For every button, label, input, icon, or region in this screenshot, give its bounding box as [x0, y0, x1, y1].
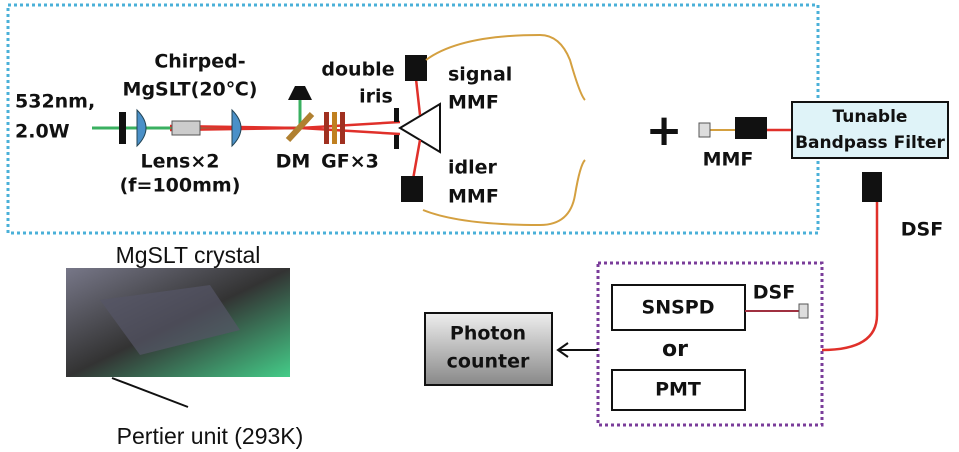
label: idler [448, 157, 498, 179]
crystal [172, 121, 200, 135]
filter [340, 112, 345, 144]
label: MMF [703, 149, 754, 171]
label: or [662, 337, 688, 362]
beam-dump [288, 86, 312, 100]
label: counter [447, 351, 530, 373]
plus: + [646, 105, 683, 156]
aperture [119, 112, 126, 144]
label: PMT [655, 379, 701, 401]
label: Tunable [833, 107, 908, 127]
filter [332, 112, 337, 144]
caption: Pertier unit (293K) [117, 423, 304, 449]
pointer [112, 378, 188, 407]
caption: MgSLT crystal [116, 242, 261, 268]
filter [324, 112, 329, 144]
label: Bandpass Filter [795, 133, 945, 153]
fiber-coupler [405, 55, 427, 81]
label: (f=100mm) [120, 175, 241, 197]
label: GF×3 [321, 151, 379, 173]
label: signal [448, 64, 512, 86]
iris [394, 108, 399, 122]
label: iris [359, 86, 393, 108]
fiber-coupler [735, 117, 767, 139]
label: MMF [448, 92, 499, 114]
fiber [822, 202, 877, 350]
label: DSF [901, 219, 943, 241]
label: Lens×2 [141, 151, 220, 173]
label: 532nm, [15, 91, 95, 113]
iris [394, 135, 399, 149]
connector [799, 304, 808, 318]
label: 2.0W [15, 121, 70, 143]
label: DSF [753, 282, 795, 304]
lens [232, 110, 241, 146]
label: double [321, 59, 394, 81]
fiber-coupler [862, 172, 882, 202]
label: MMF [448, 186, 499, 208]
connector [699, 123, 710, 137]
label: Photon [450, 323, 526, 345]
lens [137, 110, 146, 146]
label: MgSLT(20℃) [123, 79, 258, 101]
label: DM [276, 151, 311, 173]
label: Chirped- [154, 51, 245, 73]
diagram: 532nm, 2.0W Chirped- MgSLT(20℃) Lens×2 (… [0, 0, 959, 452]
arrow [558, 343, 598, 357]
fiber-coupler [401, 176, 423, 202]
label: SNSPD [642, 297, 715, 319]
